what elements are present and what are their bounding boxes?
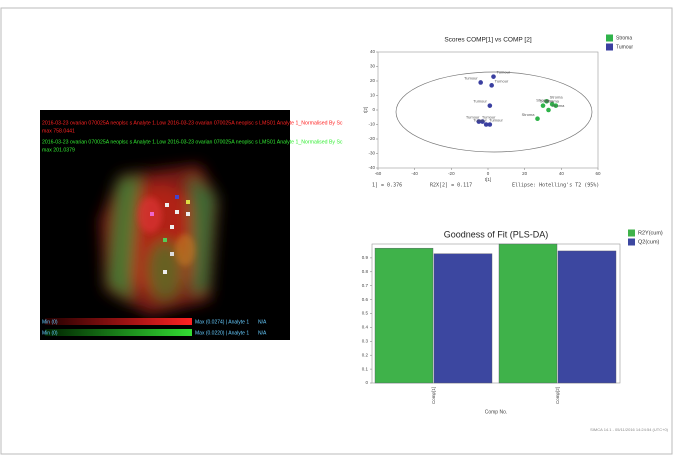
point-label: Tumour [497,70,511,75]
y-tick-label: -10 [368,122,375,127]
y-tick-label: 0.7 [362,283,369,288]
y-tick-label: 0 [372,107,375,112]
image-panel: 2016-03-23 ovarian 070025A neoplsc s Ana… [40,110,343,340]
legend-label: Q2(cum) [638,239,660,245]
point [488,103,493,108]
point [488,122,493,127]
point-label: Stroma [522,112,536,117]
x-axis-label: t[1] [485,177,491,182]
chart-title: Scores COMP[1] vs COMP [2] [444,37,531,44]
legend-swatch [606,44,613,51]
y-tick-label: -20 [368,136,375,141]
bar [375,248,433,383]
point-label: Tumour [464,76,478,81]
scale-na: N/A [258,330,267,336]
point-label: Tumour [473,118,487,123]
point [546,108,551,113]
y-tick-label: -30 [368,151,375,156]
x-axis-label: Comp No. [485,409,508,415]
footnote: 1] = 0.376 [372,183,402,189]
scale-min: Min (0) [42,330,58,336]
legend-swatch [606,35,613,42]
y-tick-label: -40 [368,165,375,170]
y-tick-label: 0.1 [362,366,369,371]
legend-label: Tumour [616,44,633,50]
y-tick-label: 0.5 [362,311,369,316]
legend-label: Stroma [616,35,632,41]
bar [558,251,616,383]
point-label: Tumour [489,118,503,123]
scale-min: Min (0) [42,319,58,325]
green-scale [45,329,192,336]
x-tick-label: Comp[1] [431,387,436,404]
bar [499,244,557,383]
point-label: Tumour [473,99,487,104]
point [535,116,540,121]
figure: 2016-03-23 ovarian 070025A neoplsc s Ana… [0,0,673,455]
point [489,83,494,88]
hotelling-ellipse [396,72,592,152]
green-header: 2016-03-23 ovarian 070025A neoplsc s Ana… [42,139,343,145]
x-tick-label: -60 [375,171,382,176]
y-tick-label: 0.3 [362,338,369,343]
x-tick-label: Comp[2] [555,387,560,404]
point-label: Stroma [552,103,566,108]
x-tick-label: 20 [522,171,528,176]
y-tick-label: 0.2 [362,352,369,357]
point [541,103,546,108]
y-tick-label: 30 [370,64,376,69]
y-axis-label: t[2] [363,107,368,113]
point [478,80,483,85]
legend-label: R2Y(cum) [638,230,663,236]
x-tick-label: -40 [411,171,418,176]
red-header: 2016-03-23 ovarian 070025A neoplsc s Ana… [42,120,343,126]
point-label: Tumour [495,78,509,83]
scale-na: N/A [258,319,267,325]
scale-max: Max (0.0220) | Analyte 1 [195,330,249,336]
bar [434,254,492,383]
x-tick-label: 0 [487,171,490,176]
y-tick-label: 0.8 [362,269,369,274]
y-tick-label: 0.6 [362,297,369,302]
x-tick-label: 40 [559,171,565,176]
red-scale [45,318,192,325]
y-tick-label: 20 [370,78,376,83]
x-tick-label: 60 [595,171,601,176]
y-tick-label: 0 [365,380,368,385]
green-max: max 201.0379 [42,147,75,153]
y-tick-label: 40 [370,49,376,54]
footnote: SIMCA 14.1 - 05/11/2016 14:24:54 (UTC+0) [590,427,669,432]
x-tick-label: -20 [448,171,455,176]
footnote: R2X[2] = 0.117 [430,183,472,189]
y-tick-label: 0.9 [362,255,369,260]
y-tick-label: 0.4 [362,325,369,330]
tissue-image [100,165,218,315]
scale-max: Max (0.0274) | Analyte 1 [195,319,249,325]
footnote: Ellipse: Hotelling's T2 (95%) [512,183,599,189]
y-tick-label: 10 [370,93,376,98]
plot-frame [378,52,598,168]
red-max: max 758.0441 [42,128,75,134]
legend-swatch [628,230,635,237]
chart-title: Goodness of Fit (PLS-DA) [444,229,549,239]
legend-swatch [628,239,635,246]
